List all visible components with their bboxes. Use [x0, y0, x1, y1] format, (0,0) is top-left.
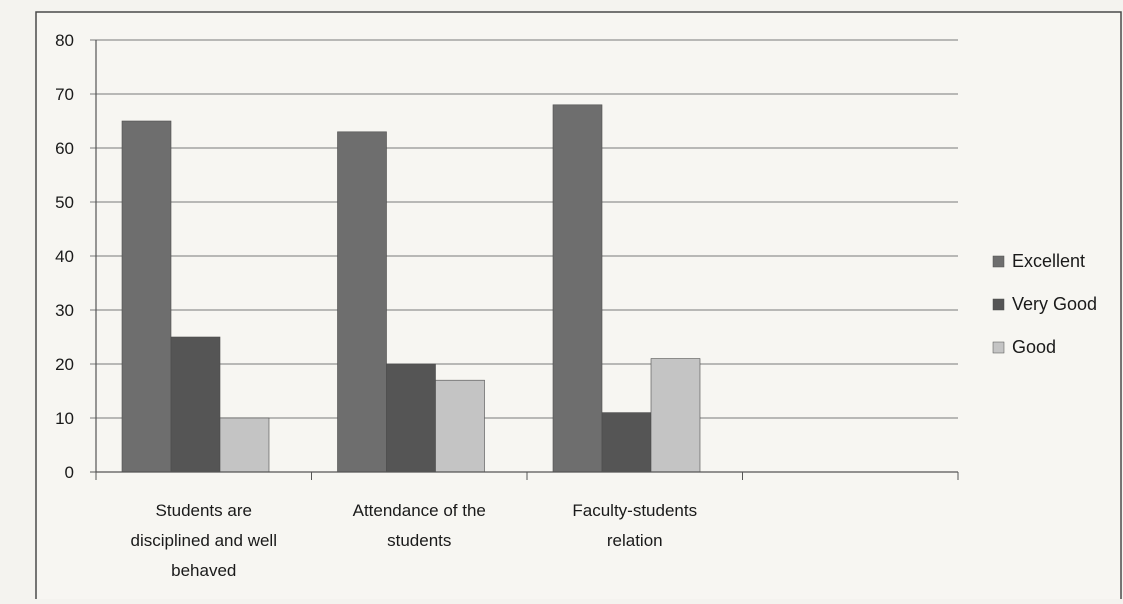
legend-label: Good: [1012, 337, 1056, 357]
legend-swatch: [992, 298, 1005, 311]
bar-very-good: [386, 363, 436, 473]
y-tick-label: 10: [55, 409, 74, 428]
legend-label: Excellent: [1012, 251, 1085, 271]
x-tick-label: behaved: [171, 561, 236, 580]
y-tick-label: 40: [55, 247, 74, 266]
bar-excellent: [121, 120, 172, 473]
bar-excellent: [337, 131, 387, 473]
x-tick-label: Students are: [156, 501, 252, 520]
bar-very-good: [601, 412, 652, 473]
x-tick-label: Faculty-students: [572, 501, 697, 520]
bar-good: [219, 417, 270, 473]
y-tick-label: 0: [65, 463, 74, 482]
legend: Excellent Very Good Good: [992, 251, 1097, 357]
axis-layer: 0 10 20 30 40 50 60 70 80 Students are disciplined…: [55, 31, 959, 580]
legend-swatch: [992, 255, 1005, 268]
legend-swatch: [992, 341, 1005, 354]
y-tick-label: 50: [55, 193, 74, 212]
y-tick-label: 80: [55, 31, 74, 50]
x-tick-label: disciplined and well: [131, 531, 277, 550]
bar-excellent: [552, 104, 603, 473]
y-tick-label: 30: [55, 301, 74, 320]
x-tick-label: relation: [607, 531, 663, 550]
bar-very-good: [170, 336, 221, 473]
x-tick-label: Attendance of the: [353, 501, 486, 520]
bars-layer: [121, 104, 701, 473]
x-tick-label: students: [387, 531, 451, 550]
y-tick-label: 70: [55, 85, 74, 104]
y-tick-label: 20: [55, 355, 74, 374]
y-tick-label: 60: [55, 139, 74, 158]
bar-good: [435, 379, 485, 473]
legend-label: Very Good: [1012, 294, 1097, 314]
bar-good: [650, 358, 701, 473]
